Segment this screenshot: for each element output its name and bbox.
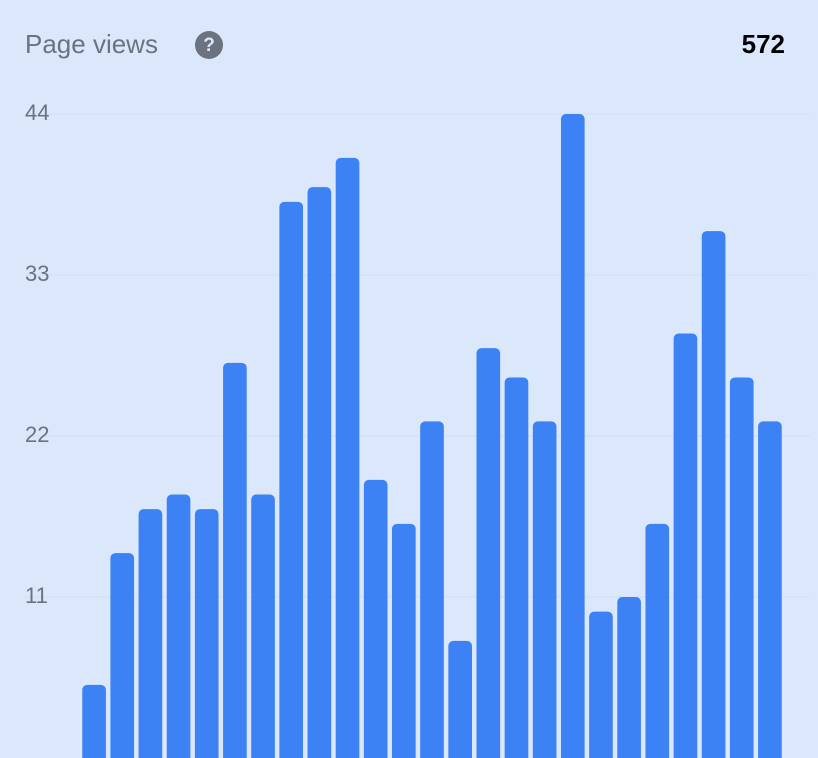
bar xyxy=(251,494,275,758)
total-value: 572 xyxy=(742,29,785,59)
bar xyxy=(223,362,247,758)
bar xyxy=(701,231,726,758)
bar xyxy=(307,187,332,758)
bar xyxy=(589,611,613,758)
y-tick-label: 11 xyxy=(25,583,48,608)
bar xyxy=(194,509,219,758)
bar xyxy=(420,421,444,758)
y-tick-label: 33 xyxy=(25,261,49,286)
bar xyxy=(335,157,360,758)
help-icon[interactable]: ? xyxy=(195,31,223,59)
bar xyxy=(645,523,670,758)
bar xyxy=(166,494,191,758)
y-tick-label: 44 xyxy=(25,100,49,125)
bar xyxy=(448,640,472,758)
bar xyxy=(138,509,163,758)
widget-title: Page views xyxy=(25,29,158,59)
help-circle[interactable] xyxy=(195,31,223,59)
bar xyxy=(729,377,754,758)
y-tick-label: 22 xyxy=(25,422,49,447)
bar xyxy=(504,377,529,758)
bar xyxy=(392,523,416,758)
bar xyxy=(279,201,304,758)
bar xyxy=(363,479,388,758)
bar xyxy=(673,333,698,758)
bar xyxy=(532,421,557,758)
bar xyxy=(476,348,501,758)
bar xyxy=(560,114,585,758)
bar xyxy=(617,597,641,758)
bar xyxy=(110,553,135,758)
bar xyxy=(758,421,782,758)
bar xyxy=(82,684,106,758)
help-label[interactable]: ? xyxy=(203,35,215,56)
